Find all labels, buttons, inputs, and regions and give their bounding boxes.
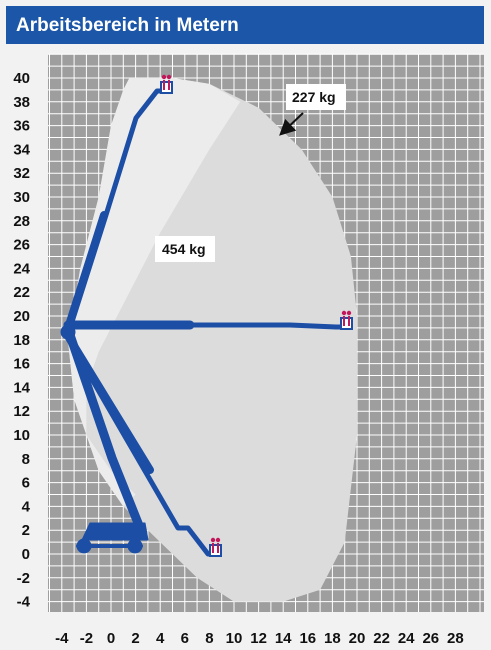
x-axis: -4 -2 0 2 4 6 8 10 12 14 16 18 20 22 24 26 28: [55, 630, 464, 647]
machine-chassis: [81, 522, 149, 541]
y-tick-label: 22: [13, 284, 30, 301]
y-tick-label: 10: [13, 427, 30, 444]
y-axis: 4038363432302826242220181614121086420-2-…: [13, 70, 30, 611]
y-tick-label: 6: [22, 475, 30, 492]
y-tick-label: 16: [13, 356, 30, 373]
x-tick-label: 22: [373, 630, 390, 647]
boom-vertical-base: [66, 211, 108, 326]
y-tick-label: 38: [13, 94, 30, 111]
y-tick-label: 26: [13, 237, 30, 254]
platform-bottom: [209, 537, 222, 557]
y-tick-label: 12: [13, 403, 30, 420]
x-tick-label: -4: [55, 630, 69, 647]
x-tick-label: 20: [349, 630, 366, 647]
x-tick-label: 6: [181, 630, 189, 647]
y-tick-label: 14: [13, 379, 30, 396]
y-tick-label: 4: [22, 498, 31, 515]
y-tick-label: 36: [13, 118, 30, 135]
x-tick-label: 28: [447, 630, 464, 647]
diagram-title: Arbeitsbereich in Metern: [16, 15, 239, 36]
y-tick-label: 34: [13, 141, 30, 158]
boom-pivot: [60, 324, 76, 340]
x-tick-label: 2: [131, 630, 139, 647]
x-tick-label: 4: [156, 630, 165, 647]
load-label-max-text: 454 kg: [162, 241, 206, 257]
x-tick-label: 8: [205, 630, 213, 647]
lower-boom: [65, 330, 145, 533]
y-tick-label: -2: [17, 570, 30, 587]
load-label-max: 454 kg: [155, 236, 215, 262]
working-envelope-inner: [67, 78, 241, 507]
y-tick-label: 18: [13, 332, 30, 349]
platform-top: [160, 74, 173, 94]
x-tick-label: 10: [226, 630, 243, 647]
x-tick-label: 24: [398, 630, 415, 647]
load-label-reduced-text: 227 kg: [292, 89, 336, 105]
x-tick-label: 16: [299, 630, 316, 647]
x-tick-label: 0: [107, 630, 115, 647]
y-tick-label: 32: [13, 165, 30, 182]
y-tick-label: 40: [13, 70, 30, 87]
y-tick-label: 20: [13, 308, 30, 325]
x-tick-label: 18: [324, 630, 341, 647]
y-tick-label: 28: [13, 213, 30, 230]
x-tick-label: 12: [250, 630, 267, 647]
platform-right: [340, 310, 353, 330]
y-tick-label: 8: [22, 451, 30, 468]
header-bar: Arbeitsbereich in Metern: [6, 6, 484, 44]
x-tick-label: 26: [422, 630, 439, 647]
x-tick-label: -2: [80, 630, 93, 647]
y-tick-label: 24: [13, 260, 30, 277]
y-tick-label: 2: [22, 522, 30, 539]
load-label-reduced: 227 kg: [286, 84, 346, 110]
y-tick-label: -4: [17, 594, 31, 611]
boom-horizontal: [65, 322, 350, 330]
load-reduced-arrow: [279, 112, 304, 136]
x-tick-label: 14: [275, 630, 292, 647]
y-tick-label: 0: [22, 546, 30, 563]
envelope-group: [67, 78, 358, 602]
y-tick-label: 30: [13, 189, 30, 206]
